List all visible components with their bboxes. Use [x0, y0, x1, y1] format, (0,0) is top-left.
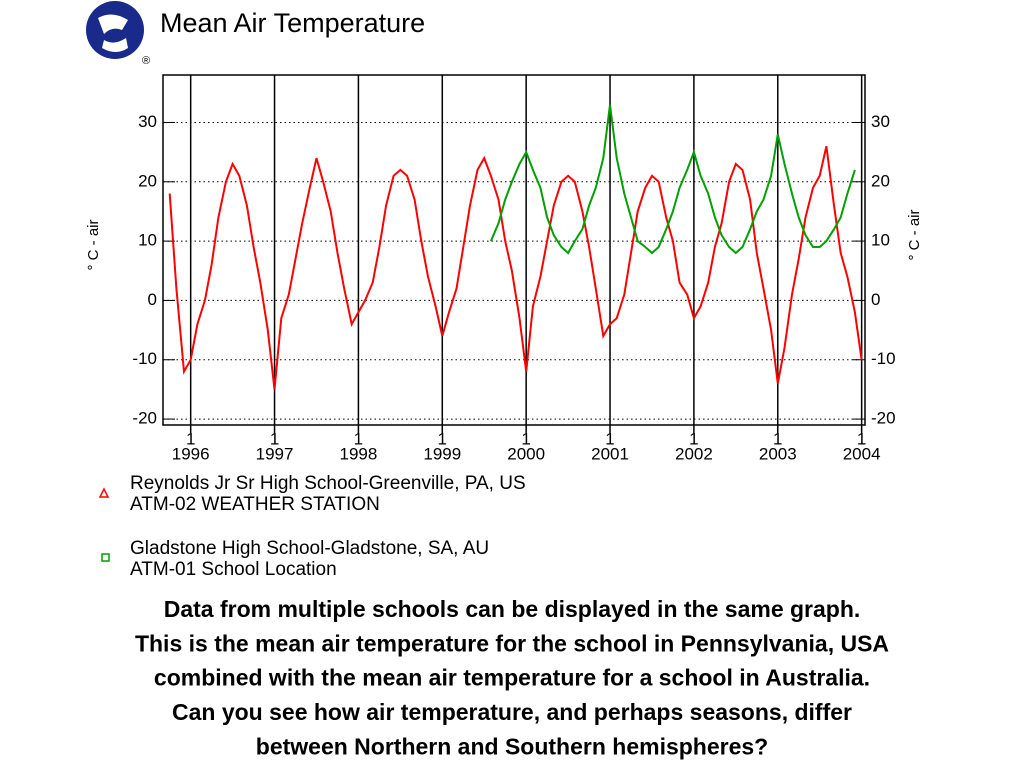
y-tick-label: 0 [148, 290, 157, 309]
x-tick-label: 1997 [256, 444, 294, 463]
x-tick-day: 1 [857, 429, 866, 448]
y2-tick-label: 10 [871, 231, 890, 250]
x-tick-label: 2004 [843, 444, 881, 463]
x-tick-day: 1 [605, 429, 614, 448]
x-tick-label: 1999 [423, 444, 461, 463]
x-tick-label: 1998 [340, 444, 378, 463]
legend-description: ATM-02 WEATHER STATION [130, 494, 380, 515]
x-tick-day: 1 [354, 429, 363, 448]
x-tick-day: 1 [689, 429, 698, 448]
x-tick-day: 1 [773, 429, 782, 448]
legend-label: Reynolds Jr Sr High School-Greenville, P… [130, 473, 526, 494]
x-tick-day: 1 [438, 429, 447, 448]
x-tick-day: 1 [270, 429, 279, 448]
y2-tick-label: 30 [871, 112, 890, 131]
y-tick-label: 10 [138, 231, 157, 250]
caption-line: This is the mean air temperature for the… [135, 630, 889, 656]
logo: ® [86, 1, 150, 67]
x-tick-day: 1 [521, 429, 530, 448]
x-tick-label: 1996 [172, 444, 210, 463]
y-tick-label: 30 [138, 112, 157, 131]
svg-text:®: ® [142, 55, 150, 67]
series-line [489, 104, 856, 255]
legend-marker [98, 487, 110, 498]
y2-axis-label: ° C - air [906, 209, 923, 260]
x-tick-day: 1 [186, 429, 195, 448]
y-tick-label: -10 [132, 349, 157, 368]
plot-frame [162, 74, 866, 426]
x-tick-label: 2000 [507, 444, 545, 463]
y-tick-label: -20 [132, 409, 157, 428]
caption-line: Data from multiple schools can be displa… [164, 596, 861, 622]
chart-title: Mean Air Temperature [160, 8, 425, 38]
y2-tick-label: -20 [871, 409, 896, 428]
legend-description: ATM-01 School Location [130, 559, 337, 580]
legend-marker [101, 553, 110, 562]
x-tick-label: 2001 [591, 444, 629, 463]
x-tick-label: 2003 [759, 444, 797, 463]
y2-tick-label: 0 [871, 290, 880, 309]
series-line [168, 145, 863, 390]
y2-tick-label: 20 [871, 171, 890, 190]
y-tick-label: 20 [138, 171, 157, 190]
y2-tick-label: -10 [871, 349, 896, 368]
caption-line: Can you see how air temperature, and per… [172, 699, 852, 725]
caption-line: between Northern and Southern hemisphere… [256, 733, 768, 759]
legend-label: Gladstone High School-Gladstone, SA, AU [130, 538, 489, 559]
y-axis-label: ° C - air [85, 219, 102, 270]
x-tick-label: 2002 [675, 444, 713, 463]
caption-line: combined with the mean air temperature f… [154, 665, 870, 691]
